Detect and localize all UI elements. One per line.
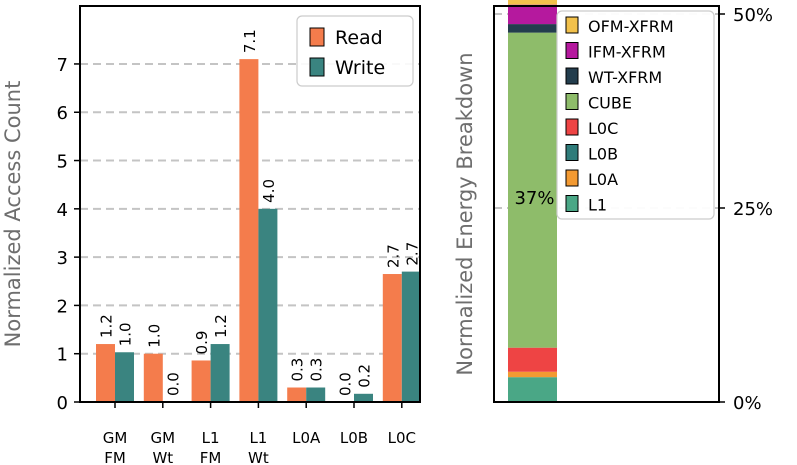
category-label-line1: L1 bbox=[249, 429, 267, 447]
category-label-line1: L0A bbox=[292, 429, 321, 447]
data-label-write: 0.0 bbox=[164, 372, 182, 396]
left-y-tick-label: 1 bbox=[57, 345, 68, 366]
left-y-tick-label: 5 bbox=[57, 152, 68, 173]
right-plot-frame bbox=[493, 5, 720, 403]
category-label-line1: GM bbox=[151, 429, 176, 447]
category-label-line2: FM bbox=[200, 449, 222, 465]
data-label-read: 0.0 bbox=[337, 372, 355, 396]
left-legend: Read Write bbox=[296, 15, 414, 87]
bar-read bbox=[191, 360, 211, 402]
data-label-read: 2.7 bbox=[384, 244, 402, 268]
right-legend: OFM-XFRM IFM-XFRM WT-XFRM CUBE L0C L0B L0A L1 bbox=[556, 10, 715, 220]
category-label-line1: L0B bbox=[340, 429, 368, 447]
right-y-tick-label: 50% bbox=[733, 5, 773, 26]
legend-swatch-write bbox=[309, 57, 325, 77]
right-y-tick-label: 0% bbox=[733, 393, 762, 414]
bar-read bbox=[143, 353, 163, 402]
legend-swatch-cube bbox=[565, 93, 579, 110]
left-x-ticks: GM FM GM Wt L1 FM L1 Wt L0A L0B L0C bbox=[103, 402, 416, 465]
legend-label-write: Write bbox=[335, 57, 385, 79]
left-y-tick-label: 7 bbox=[57, 55, 68, 76]
category-label-line1: L0C bbox=[388, 429, 416, 447]
bar-read bbox=[239, 59, 259, 403]
legend-label-l0b: L0B bbox=[588, 145, 618, 164]
left-y-tick-label: 0 bbox=[57, 393, 68, 414]
segment-wt-xfrm bbox=[508, 24, 557, 33]
data-label-write: 0.2 bbox=[356, 364, 374, 388]
segment-l0a bbox=[508, 371, 557, 378]
left-y-tick-label: 6 bbox=[57, 103, 68, 124]
bar-write bbox=[401, 271, 421, 402]
segment-ifm-xfrm bbox=[508, 4, 557, 25]
access-count-chart: Normalized Access Count 1.2 1.0 1.00.00.91… bbox=[1, 5, 422, 465]
data-label-write: 1.2 bbox=[212, 314, 230, 338]
left-y-tick-label: 3 bbox=[57, 248, 68, 269]
legend-swatch-l0b bbox=[565, 144, 579, 161]
segment-cube bbox=[508, 32, 557, 348]
bar-write bbox=[258, 208, 278, 402]
legend-swatch-l0a bbox=[565, 169, 579, 187]
data-label-write: 4.0 bbox=[260, 179, 278, 203]
left-y-tick-label: 2 bbox=[57, 296, 68, 317]
bar-read bbox=[382, 274, 402, 402]
cube-percent-annotation: 37% bbox=[514, 188, 554, 209]
legend-swatch-wt-xfrm bbox=[565, 67, 579, 85]
data-label-write: 2.7 bbox=[403, 242, 421, 266]
legend-label-read: Read bbox=[335, 27, 383, 49]
bar-write bbox=[115, 352, 134, 402]
category-label-line1: L1 bbox=[202, 429, 220, 447]
data-label-read: 0.3 bbox=[289, 358, 307, 382]
bar-write bbox=[354, 393, 373, 402]
right-y-tick-label: 25% bbox=[733, 199, 773, 220]
bar-write bbox=[210, 344, 230, 402]
legend-label-ifm-xfrm: IFM-XFRM bbox=[588, 43, 666, 62]
category-label-line2: FM bbox=[104, 449, 126, 465]
segment-l1 bbox=[508, 377, 557, 402]
legend-swatch-read bbox=[309, 27, 325, 47]
right-stacked-bar bbox=[508, 0, 557, 402]
legend-label-l0c: L0C bbox=[588, 119, 618, 138]
left-y-axis-label: Normalized Access Count bbox=[1, 81, 25, 348]
bar-write bbox=[306, 387, 326, 402]
legend-swatch-ofm-xfrm bbox=[565, 16, 579, 34]
energy-breakdown-chart: Normalized Energy Breakdown 37% 0% 25% 50%… bbox=[453, 0, 773, 414]
data-label-read: 0.9 bbox=[193, 331, 211, 355]
right-y-axis-label: Normalized Energy Breakdown bbox=[453, 52, 477, 375]
legend-swatch-ifm-xfrm bbox=[565, 42, 579, 59]
data-label-read: 7.1 bbox=[241, 29, 259, 53]
category-label-line2: Wt bbox=[248, 449, 269, 465]
right-y-ticks: 0% 25% 50% bbox=[719, 5, 773, 414]
left-y-tick-label: 4 bbox=[57, 200, 68, 221]
data-label-write: 0.3 bbox=[308, 358, 326, 382]
category-label-line1: GM bbox=[103, 429, 128, 447]
legend-label-ofm-xfrm: OFM-XFRM bbox=[588, 17, 674, 36]
data-label-read: 1.2 bbox=[98, 314, 116, 338]
right-legend-box bbox=[556, 10, 715, 220]
category-label-line2: Wt bbox=[152, 449, 173, 465]
legend-label-wt-xfrm: WT-XFRM bbox=[588, 68, 662, 87]
legend-swatch-l1 bbox=[565, 195, 579, 212]
bar-read bbox=[96, 344, 115, 402]
left-y-ticks: 0 1 2 3 4 5 6 7 bbox=[57, 55, 80, 414]
segment-l0c bbox=[508, 347, 557, 372]
segment-ofm-xfrm bbox=[508, 0, 557, 5]
legend-swatch-l0c bbox=[565, 118, 579, 136]
bar-read bbox=[287, 387, 307, 402]
left-legend-box bbox=[296, 15, 414, 87]
left-bars bbox=[96, 59, 421, 403]
legend-label-cube: CUBE bbox=[588, 94, 632, 113]
left-plot-frame bbox=[79, 5, 421, 403]
data-label-read: 1.0 bbox=[145, 324, 163, 348]
left-data-labels: 1.2 1.0 1.00.00.91.27.14.00.3 0.30.0 0.22.7 2… bbox=[98, 29, 422, 396]
legend-label-l0a: L0A bbox=[588, 170, 618, 189]
data-label-write: 1.0 bbox=[117, 322, 135, 346]
legend-label-l1: L1 bbox=[588, 196, 607, 215]
